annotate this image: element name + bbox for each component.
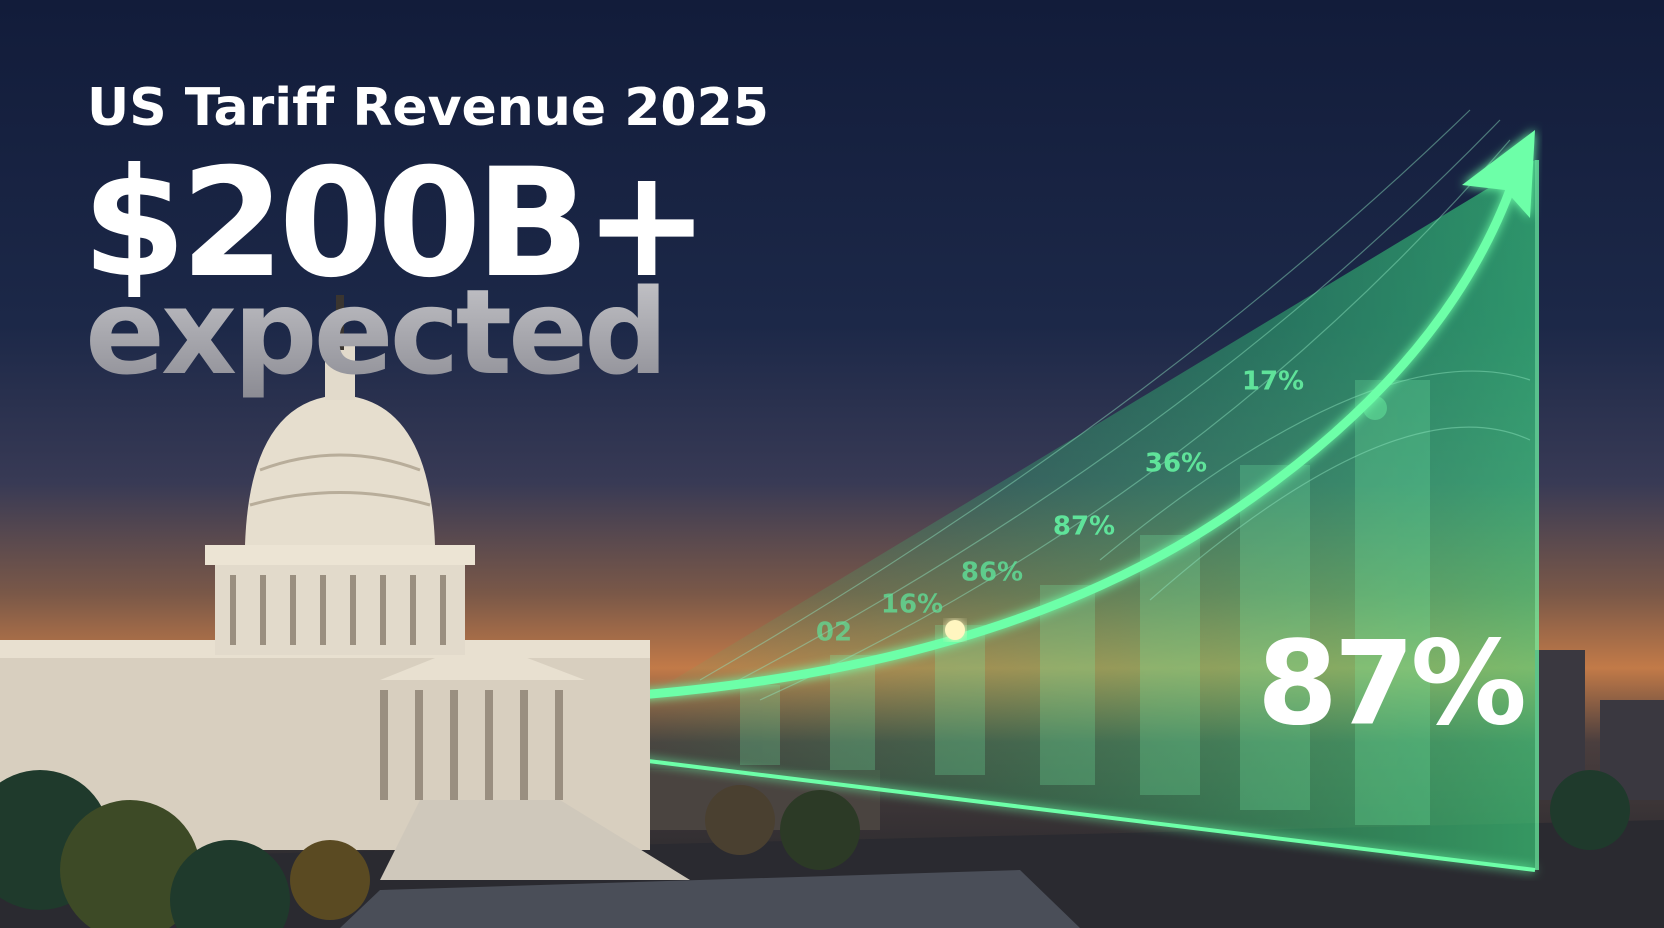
graphic-label: 17% [1242,367,1304,397]
chart-graphic-part [1462,130,1535,218]
graphic-highlight: 87% [1257,617,1523,752]
chart-graphic [639,109,1539,872]
trees [0,770,1630,928]
chart-graphic-part-part [740,685,780,765]
chart-graphic-part [639,758,1536,872]
chart-graphic-part-part [830,655,875,770]
trees-part [290,840,370,920]
capitol-part-part [380,575,386,645]
trees-part [780,790,860,870]
capitol-part [380,800,690,880]
capitol-part [215,560,465,655]
chart-graphic-part-part [1140,535,1200,795]
chart-graphic-part-part [1099,370,1531,561]
capitol-part-part [350,575,356,645]
capitol-part-part [380,690,388,800]
capitol-part [380,640,585,680]
capitol-part [230,575,563,800]
graphic-label: 86% [961,558,1023,588]
capitol-part-part [290,575,296,645]
chart-graphic-part-part [935,625,985,775]
chart-graphic-part [1363,396,1387,420]
chart-graphic-part [945,620,965,640]
chart-graphic-part-part [1240,465,1310,810]
headline-amount: $200B+ [82,137,704,311]
chart-graphic-part-part [719,119,1501,691]
capitol-part-part [555,690,563,800]
trees-part [705,785,775,855]
graphic-label: 16% [881,590,943,620]
capitol-part-part [450,690,458,800]
capitol-part-part [415,690,423,800]
capitol-part [205,545,475,565]
capitol-part [249,491,431,507]
capitol-part-part [320,575,326,645]
chart-graphic-part [640,160,1535,870]
capitol-part-part [230,575,236,645]
capitol-part-part [440,575,446,645]
chart-graphic-part-part [1040,585,1095,785]
trees-part [60,800,200,928]
capitol-part [245,395,435,545]
headline-subtitle: expected [85,263,665,401]
plaza [340,870,1080,928]
capitol-part [259,453,421,472]
capitol-part-part [485,690,493,800]
graphic-label: 36% [1145,449,1207,479]
capitol-part-part [260,575,266,645]
headline-title: US Tariff Revenue 2025 [87,78,769,138]
graphic-label: 87% [1053,512,1115,542]
chart-graphic-part-part [1149,426,1531,601]
chart-graphic-part-part [699,109,1471,681]
trees-part [1550,770,1630,850]
graphic-label: 02 [816,618,852,648]
chart-graphic-part-part [759,139,1511,701]
capitol-part [325,345,355,400]
chart-graphic-part [639,188,1515,700]
chart-graphic-part [740,380,1430,825]
chart-graphic-part [1535,160,1539,870]
capitol-part-part [520,690,528,800]
capitol-part [336,295,344,350]
chart-graphic-part [699,109,1531,701]
capitol-part-part [410,575,416,645]
chart-graphic-part-part [1355,380,1430,825]
trees-part [170,840,290,928]
